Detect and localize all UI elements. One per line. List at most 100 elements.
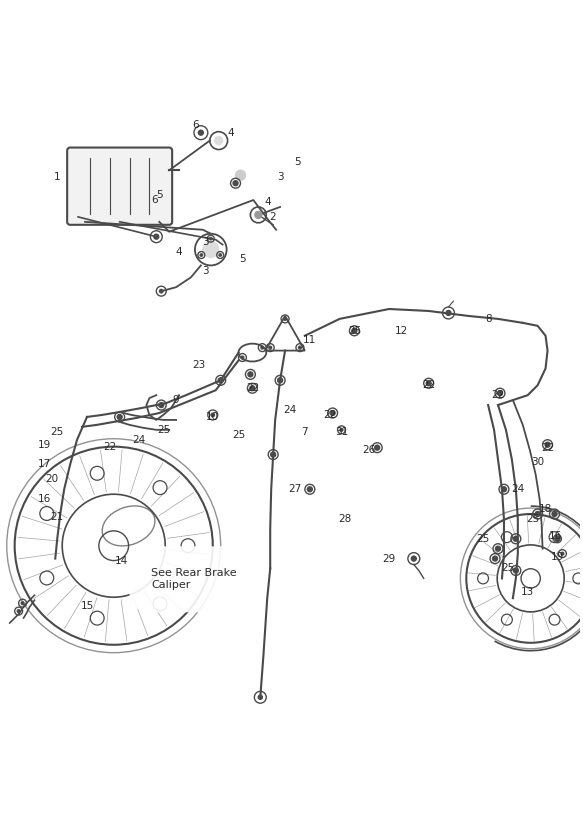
Circle shape: [261, 346, 264, 349]
Text: 22: 22: [323, 410, 336, 420]
Text: 3: 3: [202, 236, 209, 246]
Text: 6: 6: [192, 119, 199, 129]
Text: 25: 25: [501, 564, 515, 574]
Text: 5: 5: [156, 190, 163, 200]
Text: 19: 19: [551, 551, 564, 562]
Text: 23: 23: [192, 360, 206, 371]
Circle shape: [493, 556, 497, 561]
Text: 21: 21: [51, 512, 64, 522]
Circle shape: [375, 445, 380, 450]
Text: 24: 24: [132, 435, 145, 445]
Circle shape: [236, 171, 245, 180]
Text: 2: 2: [269, 212, 276, 222]
Text: 4: 4: [265, 197, 272, 207]
Text: 4: 4: [175, 246, 182, 256]
Text: 16: 16: [549, 531, 562, 541]
Text: 9: 9: [173, 396, 180, 405]
Circle shape: [117, 414, 122, 419]
Text: 14: 14: [115, 555, 128, 565]
Circle shape: [198, 130, 203, 135]
Text: 6: 6: [151, 195, 157, 205]
Circle shape: [496, 546, 500, 551]
Circle shape: [330, 410, 335, 415]
Circle shape: [241, 356, 244, 359]
Circle shape: [219, 254, 222, 256]
Text: 27: 27: [289, 485, 301, 494]
Text: 24: 24: [511, 485, 525, 494]
Text: 17: 17: [38, 460, 51, 470]
Circle shape: [446, 311, 451, 316]
Text: 13: 13: [521, 588, 535, 597]
Circle shape: [258, 695, 262, 700]
Text: 10: 10: [206, 412, 219, 422]
Text: 22: 22: [541, 442, 554, 452]
Circle shape: [200, 254, 202, 256]
Circle shape: [203, 241, 219, 257]
Circle shape: [555, 536, 560, 541]
Text: 16: 16: [38, 494, 51, 504]
Text: 30: 30: [531, 456, 544, 466]
Circle shape: [211, 414, 215, 417]
Circle shape: [218, 378, 223, 383]
Circle shape: [352, 328, 357, 333]
Circle shape: [209, 237, 212, 240]
Text: 20: 20: [45, 475, 59, 485]
Text: 11: 11: [303, 335, 317, 344]
Circle shape: [514, 536, 518, 541]
Text: 5: 5: [294, 157, 301, 167]
Text: 12: 12: [394, 325, 408, 336]
Circle shape: [269, 346, 272, 349]
Circle shape: [412, 556, 416, 561]
Circle shape: [552, 512, 557, 517]
Circle shape: [298, 346, 301, 349]
Circle shape: [340, 428, 343, 431]
Text: 4: 4: [227, 128, 234, 138]
Text: 25: 25: [232, 430, 245, 440]
Text: 22: 22: [246, 383, 259, 393]
Text: 5: 5: [239, 255, 246, 265]
Circle shape: [284, 317, 286, 321]
Text: 29: 29: [382, 554, 396, 564]
Text: 25: 25: [51, 427, 64, 437]
Circle shape: [255, 212, 262, 218]
Circle shape: [21, 602, 24, 605]
Circle shape: [271, 452, 276, 457]
Circle shape: [561, 552, 564, 555]
Circle shape: [248, 372, 253, 377]
Text: 25: 25: [476, 534, 490, 544]
Circle shape: [535, 512, 540, 517]
Text: 7: 7: [301, 427, 308, 437]
Circle shape: [233, 180, 238, 185]
Circle shape: [545, 442, 550, 447]
Circle shape: [278, 378, 283, 383]
Text: 3: 3: [277, 172, 283, 182]
Circle shape: [160, 289, 163, 293]
Text: 15: 15: [80, 602, 94, 611]
Text: See Rear Brake
Caliper: See Rear Brake Caliper: [152, 569, 237, 590]
Circle shape: [426, 381, 431, 386]
Text: 22: 22: [422, 380, 436, 391]
Text: 3: 3: [202, 266, 209, 276]
Text: 22: 22: [491, 390, 505, 400]
Text: 25: 25: [348, 325, 361, 336]
Text: 25: 25: [526, 514, 539, 524]
Text: 18: 18: [539, 504, 552, 514]
Text: 22: 22: [103, 442, 117, 452]
Circle shape: [159, 403, 164, 408]
Circle shape: [154, 234, 159, 239]
Text: 1: 1: [54, 172, 61, 182]
Text: 19: 19: [38, 440, 51, 450]
Circle shape: [17, 610, 20, 612]
Circle shape: [250, 386, 255, 391]
Circle shape: [215, 137, 223, 144]
Text: 28: 28: [338, 514, 351, 524]
Text: 25: 25: [157, 425, 171, 435]
Circle shape: [514, 568, 518, 573]
Circle shape: [497, 391, 503, 396]
Circle shape: [501, 487, 507, 492]
Text: 24: 24: [283, 405, 297, 415]
Text: 26: 26: [363, 445, 376, 455]
FancyBboxPatch shape: [67, 147, 172, 225]
Text: 8: 8: [485, 314, 491, 324]
Circle shape: [307, 487, 312, 492]
